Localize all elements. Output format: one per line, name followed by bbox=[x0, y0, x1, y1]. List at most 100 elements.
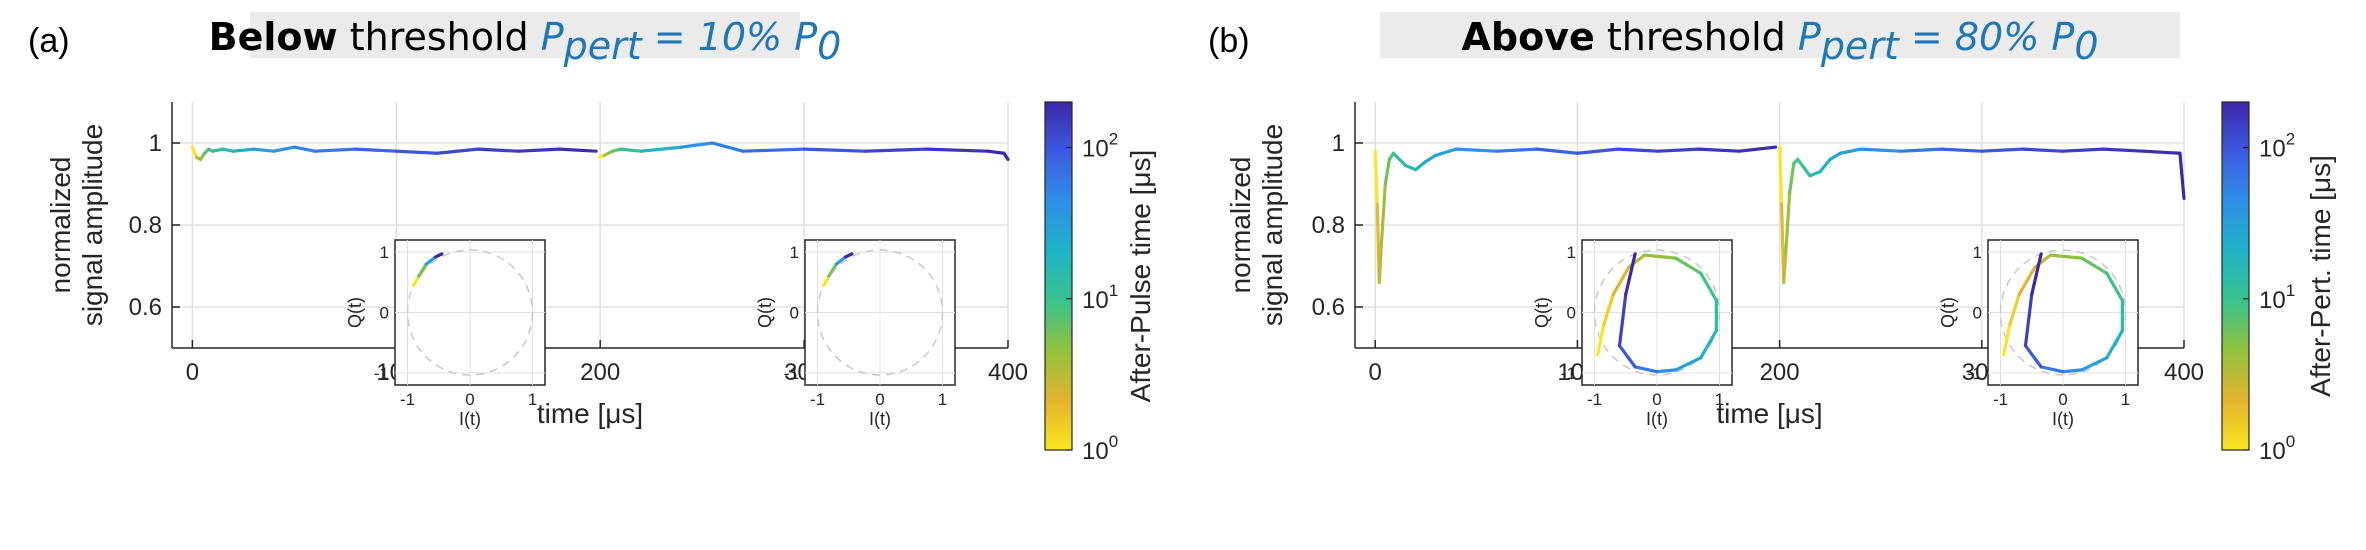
y-axis-label-line2: signal amplitude bbox=[77, 124, 108, 326]
inset-trajectory-segment bbox=[2002, 322, 2012, 357]
data-segment bbox=[394, 149, 439, 155]
y-axis-label-line1: normalized bbox=[1225, 157, 1256, 294]
inset-iq-1: -1 0 1 -1 0 1 I(t) Q(t) bbox=[345, 239, 546, 429]
data-segment bbox=[1575, 147, 1620, 155]
colorbar-label: After-Pert. time [μs] bbox=[2305, 155, 2336, 397]
title-sub-pert: pert bbox=[1820, 24, 1901, 68]
data-segment bbox=[1383, 157, 1391, 186]
panel-b: (b) Above threshold Ppert = 80% P00 100 200… bbox=[1208, 12, 2336, 465]
inset-trajectory-segment bbox=[822, 274, 831, 287]
data-segment bbox=[1424, 153, 1438, 164]
colorbar-label: After-Pulse time [μs] bbox=[1125, 150, 1156, 403]
title-rest: threshold bbox=[1595, 15, 1798, 59]
inset-trajectory-segment bbox=[2023, 344, 2043, 369]
data-segment bbox=[863, 147, 929, 153]
data-segment bbox=[618, 147, 643, 153]
inset-y-label: Q(t) bbox=[345, 297, 365, 328]
colorbar-gradient bbox=[1044, 101, 1073, 451]
inset-y-label: Q(t) bbox=[1532, 297, 1552, 328]
inset-x-tick: -1 bbox=[1993, 390, 2008, 409]
unit-circle bbox=[816, 249, 944, 376]
inset-y-label: Q(t) bbox=[1938, 297, 1958, 328]
inset-trajectory-segment bbox=[1617, 292, 1628, 348]
data-segment bbox=[1796, 157, 1806, 170]
inset-trajectory-segment bbox=[844, 252, 854, 259]
y-axis-label-line2: signal amplitude bbox=[1257, 124, 1288, 326]
data-segment bbox=[1535, 147, 1580, 155]
panel-label: (a) bbox=[28, 22, 70, 60]
inset-x-tick: 1 bbox=[1715, 390, 1724, 409]
inset-trajectory-segment bbox=[1642, 253, 1678, 260]
y-tick-label: 0.8 bbox=[1312, 212, 1345, 239]
inset-trajectory-segment bbox=[834, 255, 848, 266]
unit-circle bbox=[406, 249, 534, 376]
colorbar-tick-exp: 0 bbox=[2286, 432, 2295, 451]
inset-trajectory-segment bbox=[2105, 271, 2124, 303]
inset-trajectory-segment bbox=[1602, 292, 1615, 327]
data-segment bbox=[353, 147, 398, 153]
chart-title: Above threshold Ppert = 80% P0 bbox=[1462, 15, 2099, 68]
title-sub-pert: pert bbox=[563, 24, 644, 68]
data-segment bbox=[1828, 151, 1842, 161]
data-segment bbox=[639, 145, 684, 153]
inset-y-tick: 1 bbox=[1567, 243, 1576, 262]
colorbar-tick-base: 10 bbox=[1082, 136, 1109, 163]
inset-x-tick: -1 bbox=[810, 390, 825, 409]
data-segment bbox=[2020, 147, 2065, 153]
inset-trajectory-segment bbox=[2030, 252, 2043, 296]
title-eq: = 80% bbox=[1899, 15, 2052, 59]
inset-trajectory-segment bbox=[2023, 292, 2034, 348]
inset-trajectory-segment bbox=[2048, 253, 2084, 260]
data-segment bbox=[251, 147, 276, 153]
series-segment-2 bbox=[1778, 145, 2186, 284]
inset-x-tick: 1 bbox=[528, 390, 537, 409]
colorbar-tick-label: 101 bbox=[2259, 281, 2295, 314]
inset-trajectory-segment bbox=[2080, 256, 2109, 275]
data-segment bbox=[1784, 190, 1792, 256]
unit-circle bbox=[1593, 249, 1721, 376]
data-segment bbox=[680, 141, 714, 149]
data-segment bbox=[1899, 147, 1943, 153]
unit-circle bbox=[1999, 249, 2127, 376]
y-axis-label: normalizedsignal amplitude bbox=[1225, 124, 1288, 326]
colorbar-tick-exp: 1 bbox=[2286, 281, 2295, 300]
inset-trajectory-segment bbox=[417, 262, 428, 278]
data-segment bbox=[435, 147, 480, 155]
title-box bbox=[1380, 12, 2180, 58]
inset-y-tick: 0 bbox=[380, 304, 389, 323]
inset-x-label: I(t) bbox=[1646, 409, 1668, 429]
data-segment bbox=[1838, 147, 1863, 155]
colorbar-tick-exp: 1 bbox=[1109, 281, 1118, 300]
title-p0: P bbox=[2051, 15, 2074, 59]
title-bold: Above bbox=[1462, 15, 1595, 59]
x-axis-label: time [μs] bbox=[537, 398, 643, 429]
data-segment bbox=[557, 147, 598, 153]
x-tick-label: 200 bbox=[1760, 359, 1800, 386]
inset-y-tick: 0 bbox=[790, 304, 799, 323]
data-segment bbox=[1980, 147, 2024, 153]
data-segment bbox=[1377, 243, 1383, 284]
colorbar-tick-label: 100 bbox=[1082, 432, 1118, 465]
data-segment bbox=[313, 147, 358, 153]
data-segment bbox=[221, 147, 235, 153]
inset-trajectory-segment bbox=[1699, 271, 1718, 303]
data-segment bbox=[1737, 145, 1778, 153]
x-tick-label: 0 bbox=[1369, 359, 1382, 386]
inset-trajectory-segment bbox=[1617, 344, 1637, 369]
inset-y-tick: 1 bbox=[790, 243, 799, 262]
inset-trajectory-segment bbox=[1633, 365, 1659, 374]
data-segment bbox=[710, 141, 745, 153]
data-segment bbox=[1788, 161, 1796, 194]
colorbar-tick-label: 102 bbox=[1082, 130, 1118, 163]
y-tick-label: 0.6 bbox=[1312, 294, 1345, 321]
series-segment-2 bbox=[598, 141, 1010, 161]
data-segment bbox=[1494, 147, 1539, 153]
inset-trajectory-segment bbox=[2105, 329, 2124, 360]
x-tick-label: 400 bbox=[2164, 359, 2204, 386]
inset-trajectory-segment bbox=[1596, 322, 1606, 357]
colorbar-tick-label: 102 bbox=[2259, 130, 2295, 163]
title-p: P bbox=[541, 15, 564, 59]
data-segment bbox=[2061, 147, 2105, 153]
data-segment bbox=[1818, 157, 1832, 174]
